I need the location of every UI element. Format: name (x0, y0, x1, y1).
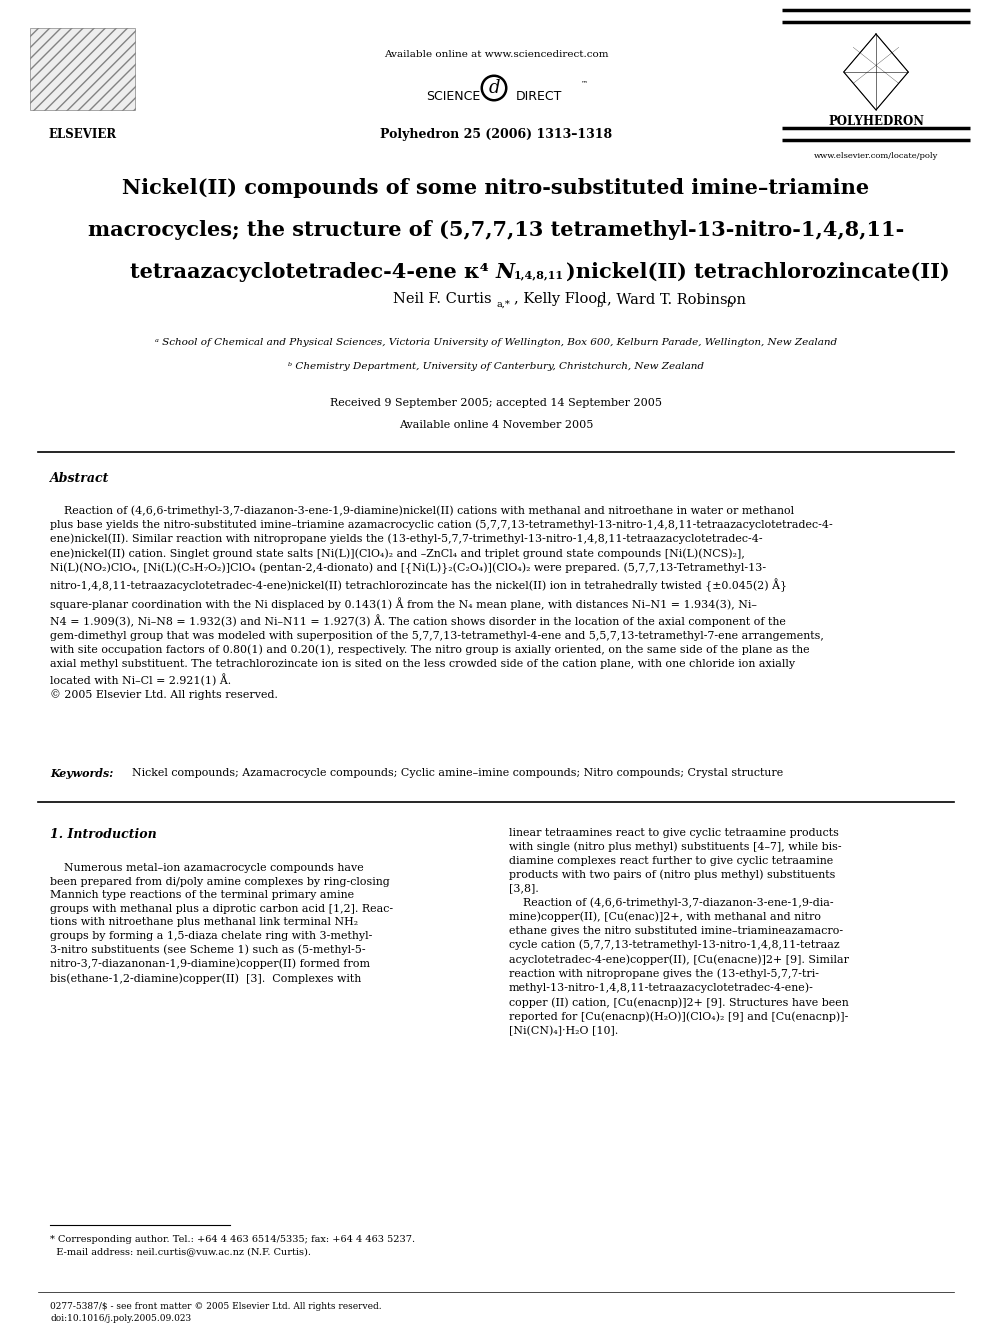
Text: www.elsevier.com/locate/poly: www.elsevier.com/locate/poly (813, 152, 938, 160)
Text: ᵃ School of Chemical and Physical Sciences, Victoria University of Wellington, B: ᵃ School of Chemical and Physical Scienc… (155, 337, 837, 347)
Text: tetraazacyclotetradec-4-ene κ⁴: tetraazacyclotetradec-4-ene κ⁴ (130, 262, 496, 282)
Text: DIRECT: DIRECT (516, 90, 562, 103)
Text: POLYHEDRON: POLYHEDRON (828, 115, 924, 128)
Text: Polyhedron 25 (2006) 1313–1318: Polyhedron 25 (2006) 1313–1318 (380, 128, 612, 142)
Text: N: N (496, 262, 515, 282)
Bar (30, 28, 135, 110)
Text: Received 9 September 2005; accepted 14 September 2005: Received 9 September 2005; accepted 14 S… (330, 398, 662, 407)
Text: Abstract: Abstract (50, 472, 109, 486)
Text: Available online at www.sciencedirect.com: Available online at www.sciencedirect.co… (384, 50, 608, 60)
Text: Reaction of (4,6,6-trimethyl-3,7-diazanon-3-ene-1,9-diamine)nickel(II) cations w: Reaction of (4,6,6-trimethyl-3,7-diazano… (50, 505, 832, 700)
Text: ᵇ Chemistry Department, University of Canterbury, Christchurch, New Zealand: ᵇ Chemistry Department, University of Ca… (288, 363, 704, 370)
Text: ™: ™ (581, 79, 588, 86)
Text: Nickel compounds; Azamacrocycle compounds; Cyclic amine–imine compounds; Nitro c: Nickel compounds; Azamacrocycle compound… (125, 767, 784, 778)
Text: linear tetraamines react to give cyclic tetraamine products
with single (nitro p: linear tetraamines react to give cyclic … (509, 828, 848, 1036)
Text: Neil F. Curtis: Neil F. Curtis (393, 292, 496, 306)
Text: 1,4,8,11: 1,4,8,11 (514, 269, 564, 280)
Text: d: d (488, 79, 500, 97)
Text: Nickel(II) compounds of some nitro-substituted imine–triamine: Nickel(II) compounds of some nitro-subst… (122, 179, 870, 198)
Text: * Corresponding author. Tel.: +64 4 463 6514/5335; fax: +64 4 463 5237.
  E-mail: * Corresponding author. Tel.: +64 4 463 … (50, 1234, 415, 1256)
Text: )nickel(II) tetrachlorozincate(II): )nickel(II) tetrachlorozincate(II) (566, 262, 949, 282)
Text: Available online 4 November 2005: Available online 4 November 2005 (399, 419, 593, 430)
Text: Keywords:: Keywords: (50, 767, 113, 779)
Text: b: b (727, 300, 733, 310)
Text: macrocycles; the structure of (5,7,7,13 tetramethyl-13-nitro-1,4,8,11-: macrocycles; the structure of (5,7,7,13 … (88, 220, 904, 239)
Text: , Kelly Flood: , Kelly Flood (514, 292, 611, 306)
Text: ELSEVIER: ELSEVIER (49, 128, 117, 142)
Text: b: b (597, 300, 603, 310)
Text: 1. Introduction: 1. Introduction (50, 828, 157, 841)
Text: a,*: a,* (496, 300, 510, 310)
Text: SCIENCE: SCIENCE (426, 90, 480, 103)
Text: , Ward T. Robinson: , Ward T. Robinson (607, 292, 751, 306)
Text: 0277-5387/$ - see front matter © 2005 Elsevier Ltd. All rights reserved.
doi:10.: 0277-5387/$ - see front matter © 2005 El… (50, 1302, 382, 1323)
Text: Numerous metal–ion azamacrocycle compounds have
been prepared from di/poly amine: Numerous metal–ion azamacrocycle compoun… (50, 863, 393, 983)
